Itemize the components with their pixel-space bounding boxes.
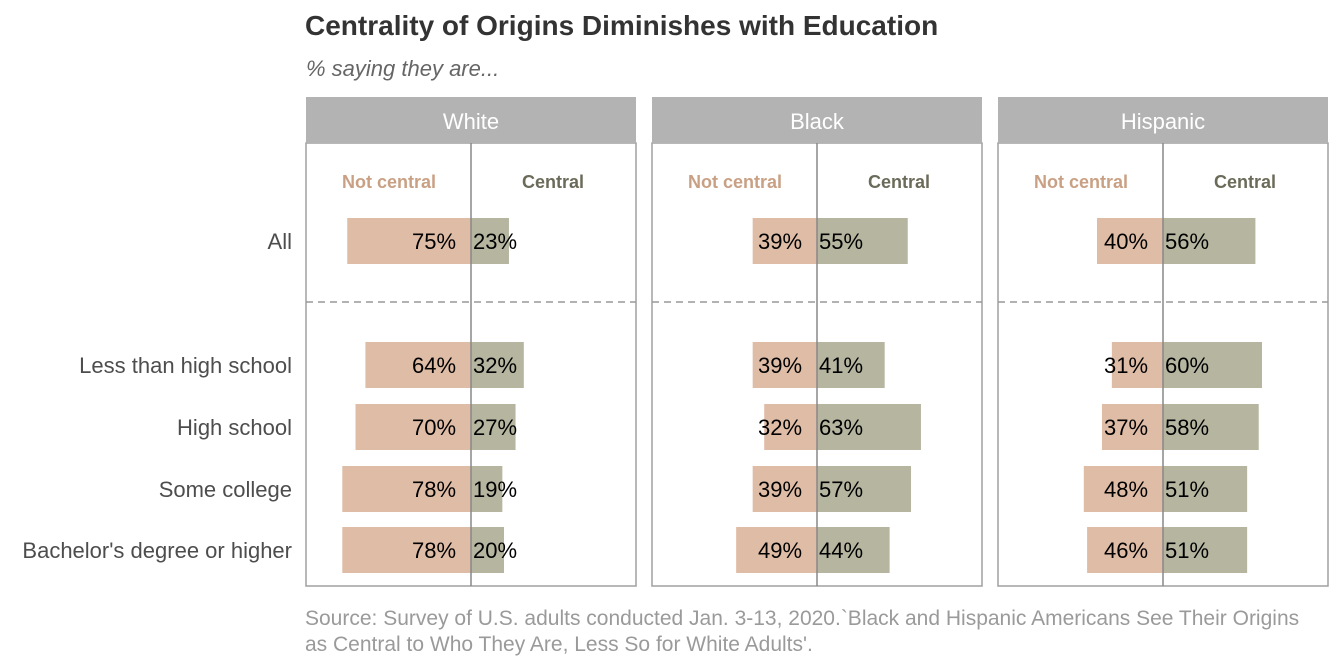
value-label-central: 60% xyxy=(1165,353,1209,378)
value-label-not-central: 70% xyxy=(412,415,456,440)
value-label-not-central: 32% xyxy=(758,415,802,440)
value-label-central: 32% xyxy=(473,353,517,378)
value-label-central: 57% xyxy=(819,477,863,502)
panel-header xyxy=(998,97,1328,143)
value-label-central: 20% xyxy=(473,538,517,563)
bar-not-central xyxy=(1083,466,1163,512)
bar-central xyxy=(471,527,504,573)
bar-central xyxy=(817,466,912,512)
chart-subtitle: % saying they are... xyxy=(306,56,500,81)
value-label-not-central: 40% xyxy=(1104,229,1148,254)
bar-not-central xyxy=(347,218,471,264)
value-label-central: 55% xyxy=(819,229,863,254)
row-label: Some college xyxy=(159,477,292,502)
bar-not-central xyxy=(1097,218,1163,264)
bar-central xyxy=(1163,218,1256,264)
value-label-central: 41% xyxy=(819,353,863,378)
column-label-central: Central xyxy=(1214,172,1276,192)
bar-not-central xyxy=(342,527,471,573)
value-label-central: 51% xyxy=(1165,538,1209,563)
value-label-central: 27% xyxy=(473,415,517,440)
column-label-not-central: Not central xyxy=(342,172,436,192)
row-label: High school xyxy=(177,415,292,440)
column-label-central: Central xyxy=(868,172,930,192)
value-label-not-central: 78% xyxy=(412,538,456,563)
bar-not-central xyxy=(752,466,817,512)
bar-central xyxy=(1163,342,1262,388)
value-label-central: 44% xyxy=(819,538,863,563)
value-label-central: 58% xyxy=(1165,415,1209,440)
value-label-not-central: 78% xyxy=(412,477,456,502)
value-label-central: 23% xyxy=(473,229,517,254)
value-label-central: 63% xyxy=(819,415,863,440)
bar-not-central xyxy=(355,404,471,450)
value-label-central: 51% xyxy=(1165,477,1209,502)
column-label-not-central: Not central xyxy=(688,172,782,192)
value-label-not-central: 48% xyxy=(1104,477,1148,502)
row-label: Less than high school xyxy=(79,353,292,378)
panel-title: Hispanic xyxy=(1121,109,1205,134)
source-note: Source: Survey of U.S. adults conducted … xyxy=(305,607,1300,656)
value-label-not-central: 39% xyxy=(758,353,802,378)
panel-header xyxy=(306,97,636,143)
bar-central xyxy=(817,218,908,264)
bar-not-central xyxy=(1087,527,1163,573)
bar-central xyxy=(471,218,509,264)
column-label-not-central: Not central xyxy=(1034,172,1128,192)
bar-central xyxy=(817,404,921,450)
panel-title: White xyxy=(443,109,499,134)
bar-not-central xyxy=(736,527,817,573)
bar-central xyxy=(817,527,890,573)
value-label-central: 56% xyxy=(1165,229,1209,254)
bar-not-central xyxy=(752,342,817,388)
value-label-not-central: 37% xyxy=(1104,415,1148,440)
bar-central xyxy=(471,466,503,512)
value-label-not-central: 75% xyxy=(412,229,456,254)
bar-not-central xyxy=(342,466,471,512)
bar-not-central xyxy=(752,218,817,264)
value-label-central: 19% xyxy=(473,477,517,502)
panel-header xyxy=(652,97,982,143)
bar-central xyxy=(1163,466,1248,512)
chart-title: Centrality of Origins Diminishes with Ed… xyxy=(305,10,939,41)
bar-central xyxy=(471,342,524,388)
column-label-central: Central xyxy=(522,172,584,192)
value-label-not-central: 49% xyxy=(758,538,802,563)
bar-not-central xyxy=(1111,342,1163,388)
row-label: All xyxy=(268,229,292,254)
value-label-not-central: 39% xyxy=(758,229,802,254)
value-label-not-central: 39% xyxy=(758,477,802,502)
bar-not-central xyxy=(764,404,817,450)
panel-title: Black xyxy=(790,109,845,134)
bar-central xyxy=(1163,527,1248,573)
value-label-not-central: 46% xyxy=(1104,538,1148,563)
bar-not-central xyxy=(365,342,471,388)
bar-central xyxy=(471,404,516,450)
bar-central xyxy=(1163,404,1259,450)
bar-not-central xyxy=(1101,404,1163,450)
value-label-not-central: 31% xyxy=(1104,353,1148,378)
value-label-not-central: 64% xyxy=(412,353,456,378)
row-label: Bachelor's degree or higher xyxy=(22,538,292,563)
bar-central xyxy=(817,342,885,388)
